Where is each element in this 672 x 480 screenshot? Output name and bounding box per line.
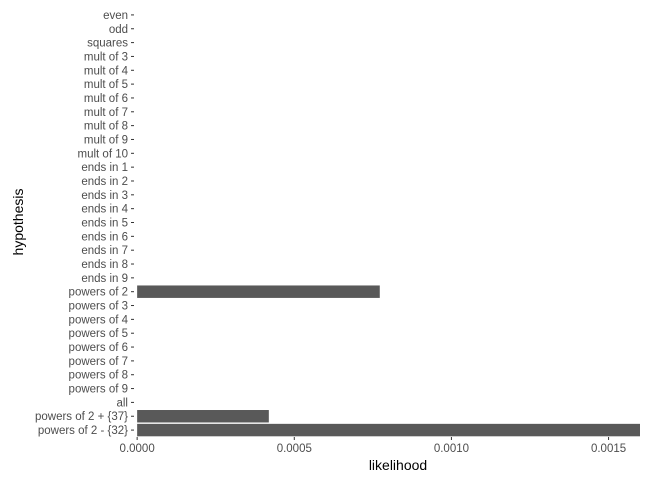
y-tick-label: even xyxy=(103,10,128,22)
y-tick-label: powers of 2 + {37} xyxy=(35,411,128,423)
x-tick-label: 0.0015 xyxy=(591,443,626,455)
y-tick-label: mult of 7 xyxy=(84,107,128,119)
y-tick-label: ends in 4 xyxy=(81,204,128,216)
y-tick-label: ends in 2 xyxy=(81,176,128,188)
y-tick-label: powers of 7 xyxy=(69,356,128,368)
y-tick-label: ends in 9 xyxy=(81,273,128,285)
y-tick-label: odd xyxy=(109,24,128,36)
y-tick-label: ends in 7 xyxy=(81,245,128,257)
y-tick-label: ends in 5 xyxy=(81,218,128,230)
y-tick-label: mult of 5 xyxy=(84,79,128,91)
x-tick-label: 0.0005 xyxy=(277,443,312,455)
y-tick-label: powers of 6 xyxy=(69,342,128,354)
y-tick-label: powers of 8 xyxy=(69,370,128,382)
y-tick-label: mult of 6 xyxy=(84,93,128,105)
x-tick-label: 0.0000 xyxy=(120,443,155,455)
y-tick-label: mult of 4 xyxy=(84,65,129,77)
y-tick-label: powers of 5 xyxy=(69,328,128,340)
bar xyxy=(137,410,269,423)
y-tick-label: ends in 3 xyxy=(81,190,128,202)
x-axis: 0.0000 0.0005 0.0010 0.0015 xyxy=(120,437,626,455)
y-tick-label: powers of 9 xyxy=(69,384,128,396)
y-tick-label: mult of 9 xyxy=(84,134,128,146)
y-tick-label: ends in 8 xyxy=(81,259,128,271)
y-tick-label: powers of 3 xyxy=(69,301,128,313)
y-axis-title: hypothesis xyxy=(10,189,26,256)
y-tick-label: mult of 8 xyxy=(84,121,128,133)
y-tick-label: powers of 2 - {32} xyxy=(38,425,128,437)
bars-layer xyxy=(137,285,640,437)
bar xyxy=(137,423,640,437)
y-tick-label: ends in 1 xyxy=(81,162,128,174)
bar xyxy=(137,285,380,298)
x-tick-label: 0.0010 xyxy=(434,443,469,455)
y-tick-label: mult of 3 xyxy=(84,51,128,63)
y-tick-label: ends in 6 xyxy=(81,231,128,243)
y-tick-label: powers of 4 xyxy=(69,314,129,326)
y-tick-label: squares xyxy=(87,38,128,50)
x-axis-title: likelihood xyxy=(369,457,427,473)
y-tick-label: mult of 10 xyxy=(78,148,129,160)
y-tick-label: powers of 2 xyxy=(69,287,128,299)
y-tick-label: all xyxy=(116,397,128,409)
